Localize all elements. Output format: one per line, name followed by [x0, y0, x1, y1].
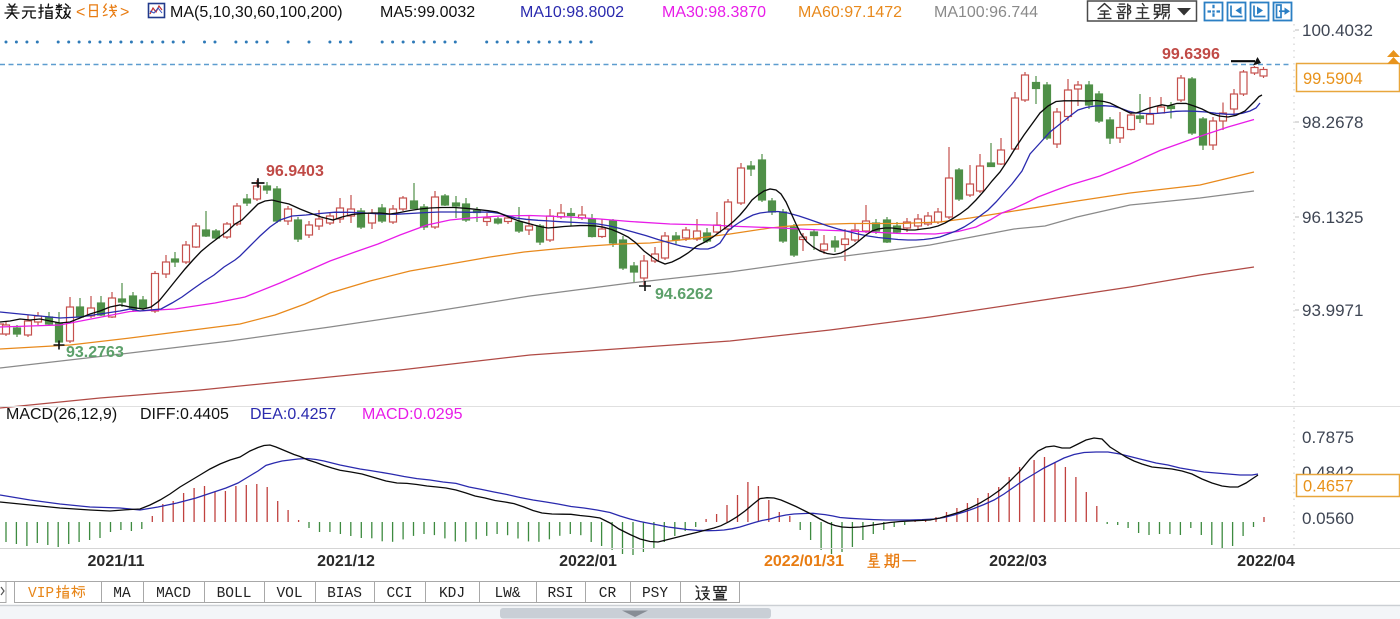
svg-text:PSY: PSY: [642, 586, 668, 602]
svg-text:93.2763: 93.2763: [66, 344, 124, 361]
svg-text:96.1325: 96.1325: [1302, 208, 1363, 227]
svg-text:MA30:98.3870: MA30:98.3870: [662, 4, 766, 21]
svg-text:MACD: MACD: [156, 586, 191, 602]
svg-text:2022/03: 2022/03: [989, 553, 1047, 570]
svg-text:MA(5,10,30,60,100,200): MA(5,10,30,60,100,200): [170, 4, 343, 21]
svg-text:2021/11: 2021/11: [88, 553, 145, 570]
svg-text:2021/12: 2021/12: [317, 553, 375, 570]
svg-text:MA10:98.8002: MA10:98.8002: [520, 4, 624, 21]
svg-text:DEA:0.4257: DEA:0.4257: [250, 406, 336, 423]
svg-text:0.4657: 0.4657: [1303, 478, 1353, 496]
svg-text:CCI: CCI: [386, 586, 412, 602]
svg-text:0.7875: 0.7875: [1302, 428, 1354, 447]
svg-text:MA5:99.0032: MA5:99.0032: [380, 4, 475, 21]
svg-text:100.4032: 100.4032: [1302, 21, 1373, 40]
svg-text:LW&: LW&: [494, 586, 520, 602]
svg-text:96.9403: 96.9403: [266, 163, 324, 180]
svg-text:BOLL: BOLL: [217, 586, 252, 602]
svg-text:99.5904: 99.5904: [1303, 70, 1363, 88]
svg-text:CR: CR: [599, 586, 617, 602]
svg-text:93.9971: 93.9971: [1302, 301, 1363, 320]
svg-text:KDJ: KDJ: [439, 586, 465, 602]
svg-text:DIFF:0.4405: DIFF:0.4405: [140, 406, 229, 423]
svg-text:>: >: [120, 4, 129, 21]
svg-text:<: <: [76, 4, 85, 21]
svg-text:RSI: RSI: [547, 586, 573, 602]
svg-text:0.0560: 0.0560: [1302, 509, 1354, 528]
svg-text:VOL: VOL: [276, 586, 302, 602]
svg-text:MA: MA: [113, 586, 131, 602]
svg-text:MACD(26,12,9): MACD(26,12,9): [6, 406, 117, 423]
svg-text:99.6396: 99.6396: [1162, 46, 1220, 63]
svg-text:MA100:96.744: MA100:96.744: [934, 4, 1038, 21]
svg-text:BIAS: BIAS: [327, 586, 362, 602]
svg-text:VIP: VIP: [28, 586, 54, 602]
svg-text:2022/01/31: 2022/01/31: [764, 553, 844, 570]
svg-text:MACD:0.0295: MACD:0.0295: [362, 406, 463, 423]
svg-text:MA60:97.1472: MA60:97.1472: [798, 4, 902, 21]
svg-text:98.2678: 98.2678: [1302, 113, 1363, 132]
svg-text:94.6262: 94.6262: [655, 286, 713, 303]
svg-text:2022/04: 2022/04: [1237, 553, 1295, 570]
svg-text:2022/01: 2022/01: [559, 553, 617, 570]
